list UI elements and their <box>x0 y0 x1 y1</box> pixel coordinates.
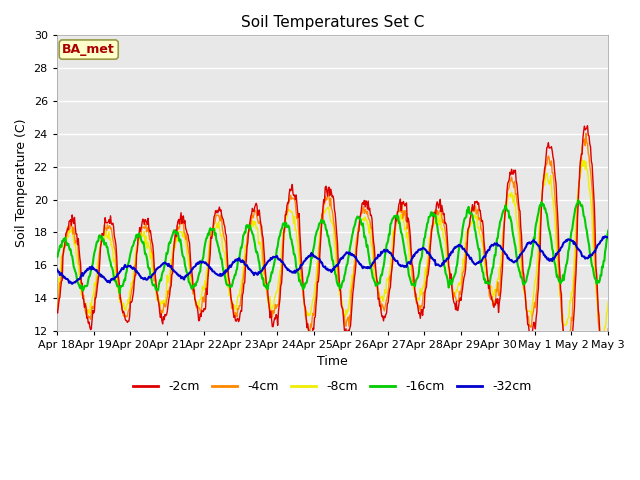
Text: BA_met: BA_met <box>62 43 115 56</box>
Y-axis label: Soil Temperature (C): Soil Temperature (C) <box>15 119 28 247</box>
Legend: -2cm, -4cm, -8cm, -16cm, -32cm: -2cm, -4cm, -8cm, -16cm, -32cm <box>129 375 537 398</box>
Title: Soil Temperatures Set C: Soil Temperatures Set C <box>241 15 424 30</box>
X-axis label: Time: Time <box>317 355 348 369</box>
